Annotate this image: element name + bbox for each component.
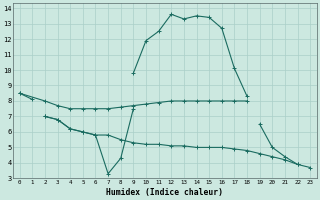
X-axis label: Humidex (Indice chaleur): Humidex (Indice chaleur)	[107, 188, 223, 197]
